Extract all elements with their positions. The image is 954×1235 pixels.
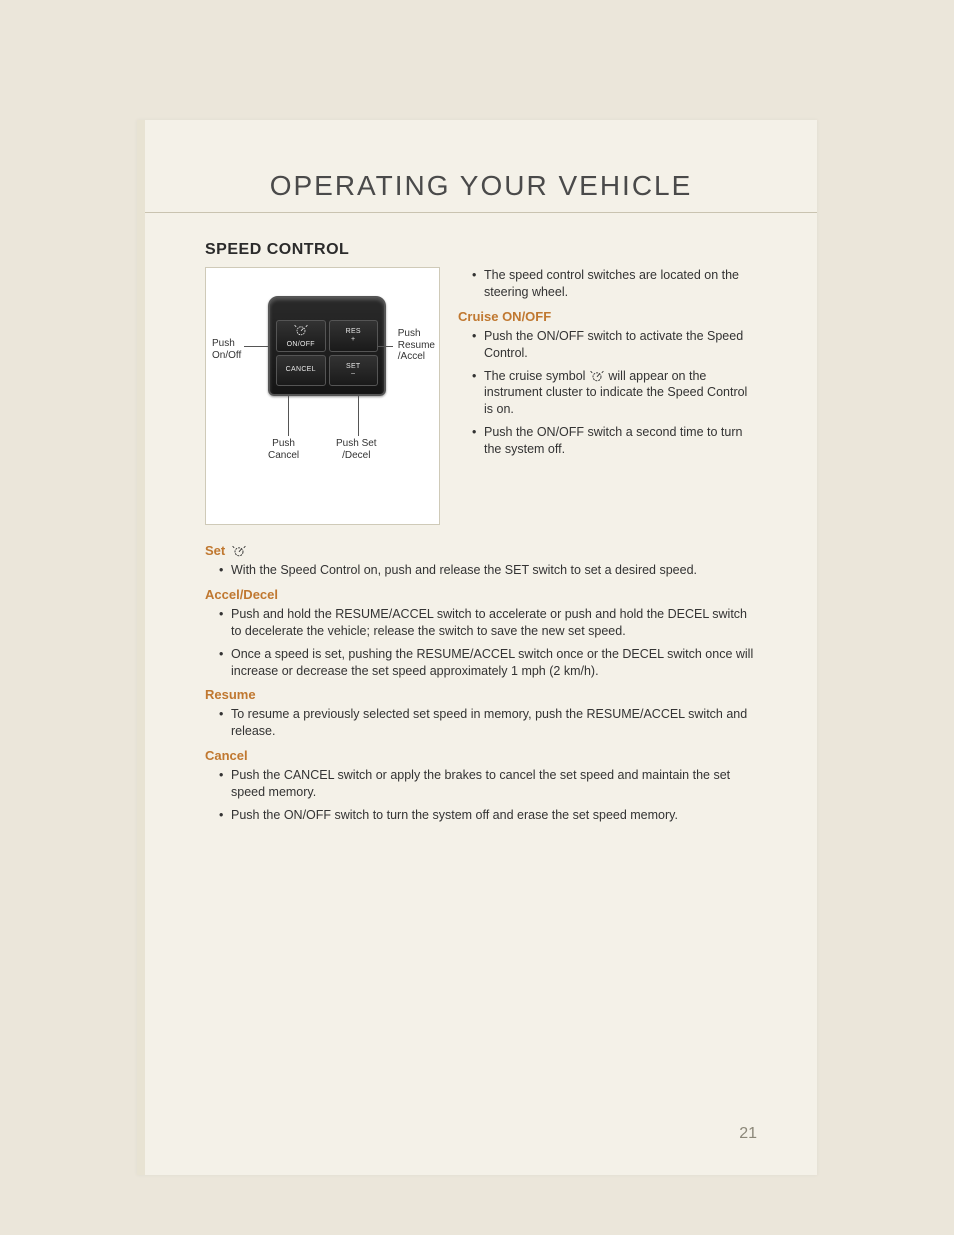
bullet-item: Push the CANCEL switch or apply the brak… — [219, 767, 757, 801]
bullet-list: With the Speed Control on, push and rele… — [205, 562, 757, 579]
lower-subsections: Set With the Speed Control on, push and r… — [205, 543, 757, 824]
intro-bullets: The speed control switches are located o… — [458, 267, 757, 301]
switch-diagram: ON/OFF RES + CANCEL SET – Push On/ — [205, 267, 440, 525]
pad-label: ON/OFF — [287, 341, 315, 349]
bullet-item: Push the ON/OFF switch to turn the syste… — [219, 807, 757, 824]
bullet-list: Push and hold the RESUME/ACCEL switch to… — [205, 606, 757, 680]
callout-right: Push Resume /Accel — [398, 328, 435, 363]
pad-sub: + — [351, 336, 355, 344]
pad-button-cancel: CANCEL — [276, 355, 326, 387]
chapter-title: OPERATING YOUR VEHICLE — [205, 170, 757, 202]
subheading: Cruise ON/OFF — [458, 309, 757, 324]
bullet-item: Once a speed is set, pushing the RESUME/… — [219, 646, 757, 680]
subheading: Cancel — [205, 748, 757, 763]
switch-pad: ON/OFF RES + CANCEL SET – — [268, 296, 386, 396]
bullet-list: To resume a previously selected set spee… — [205, 706, 757, 740]
bullet-list: Push the ON/OFF switch to activate the S… — [458, 328, 757, 458]
subheading: Resume — [205, 687, 757, 702]
bullet-item: Push the ON/OFF switch a second time to … — [472, 424, 757, 458]
pad-button-set: SET – — [329, 355, 379, 387]
pad-button-onoff: ON/OFF — [276, 320, 326, 352]
bullet-item: Push the ON/OFF switch to activate the S… — [472, 328, 757, 362]
bullet-item: With the Speed Control on, push and rele… — [219, 562, 757, 579]
bullet-item: Push and hold the RESUME/ACCEL switch to… — [219, 606, 757, 640]
pad-label: RES — [346, 328, 361, 336]
page-number: 21 — [739, 1125, 757, 1143]
callout-bottom-right: Push Set /Decel — [336, 438, 377, 461]
cruise-icon — [293, 323, 309, 340]
bullet-list: Push the CANCEL switch or apply the brak… — [205, 767, 757, 824]
right-column: The speed control switches are located o… — [458, 267, 757, 525]
subheading: Set — [205, 543, 757, 558]
pad-sub: – — [351, 370, 355, 378]
section-title: SPEED CONTROL — [205, 241, 757, 259]
cruise-icon — [589, 369, 605, 383]
bullet-item: The cruise symbol will appear on the ins… — [472, 368, 757, 419]
cruise-icon — [231, 544, 247, 558]
pad-label: SET — [346, 363, 361, 371]
top-row: ON/OFF RES + CANCEL SET – Push On/ — [205, 267, 757, 525]
callout-bottom-left: Push Cancel — [268, 438, 299, 461]
pad-label: CANCEL — [286, 366, 316, 374]
manual-page: OPERATING YOUR VEHICLE SPEED CONTROL ON/… — [137, 120, 817, 1175]
bullet-item: To resume a previously selected set spee… — [219, 706, 757, 740]
bullet-item: The speed control switches are located o… — [472, 267, 757, 301]
pad-button-res: RES + — [329, 320, 379, 352]
subheading: Accel/Decel — [205, 587, 757, 602]
callout-left: Push On/Off — [212, 338, 241, 361]
divider — [145, 212, 817, 213]
